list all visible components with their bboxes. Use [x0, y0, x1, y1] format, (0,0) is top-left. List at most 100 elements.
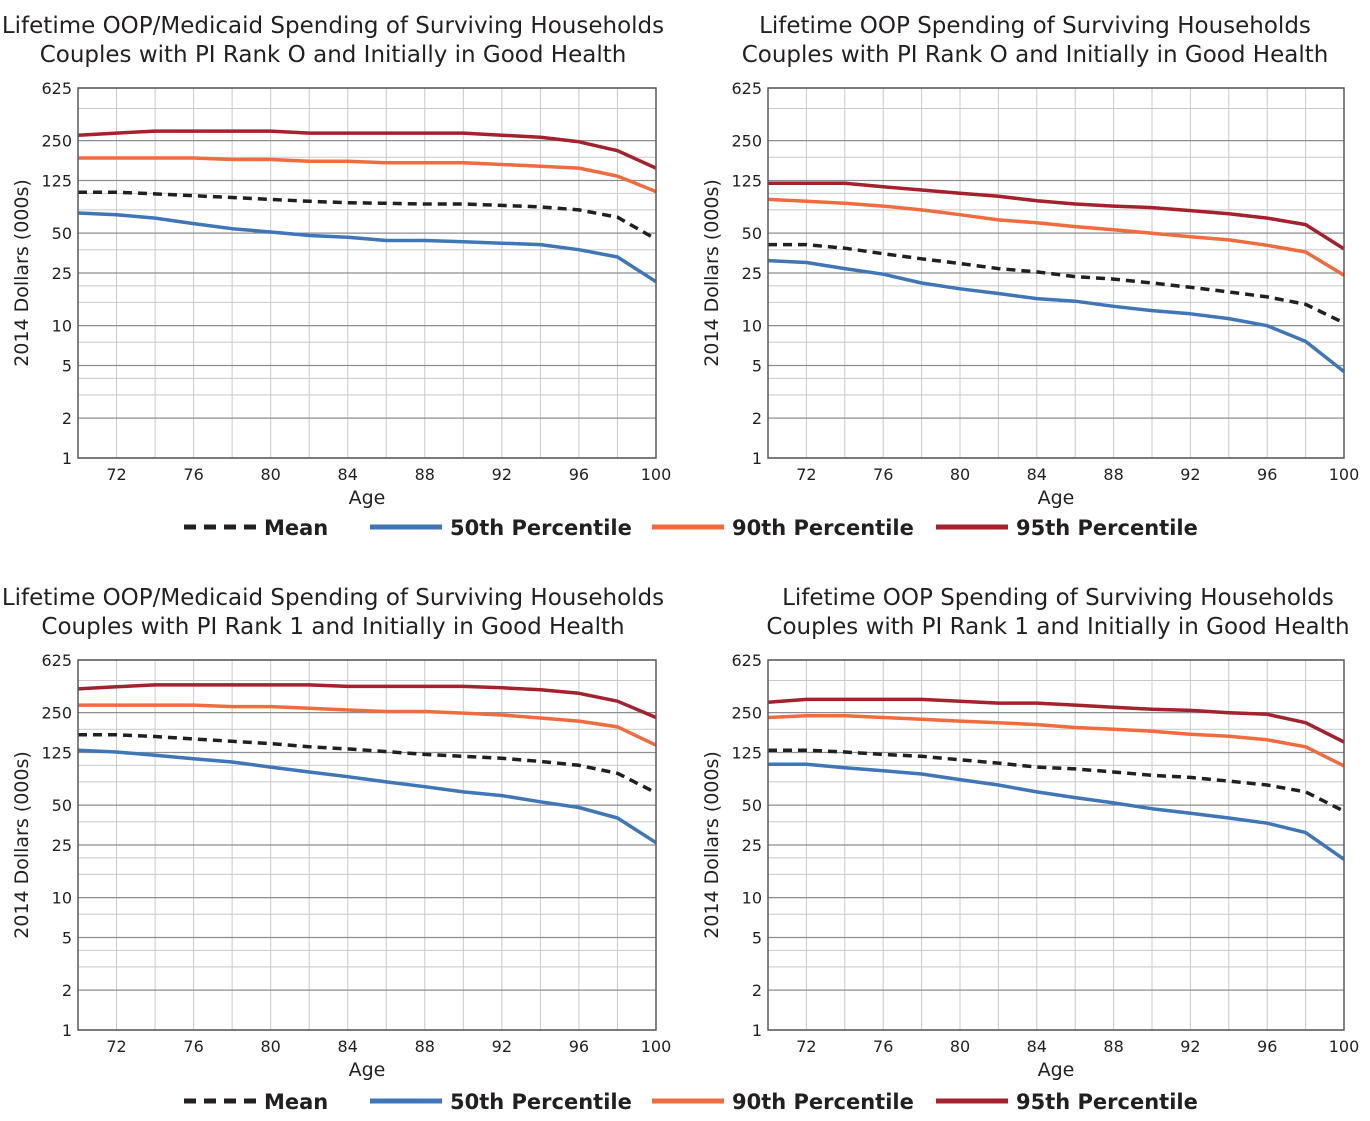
y-tick-label: 50: [742, 224, 762, 243]
x-tick-label: 76: [873, 465, 893, 484]
legend-label: 50th Percentile: [450, 516, 632, 540]
y-tick-label: 250: [731, 132, 762, 151]
y-tick-label: 1: [62, 449, 72, 468]
y-tick-label: 250: [731, 704, 762, 723]
series-line-mean: [768, 748, 1345, 813]
y-tick-label: 125: [731, 744, 762, 763]
series-line-95th-percentile: [767, 697, 1345, 744]
series-line-90th-percentile: [78, 156, 657, 194]
x-axis-label: Age: [349, 487, 386, 509]
x-tick-label: 84: [1027, 465, 1047, 484]
series-line-95th-percentile: [768, 181, 1345, 251]
x-tick-label: 80: [260, 465, 280, 484]
series-line-90th-percentile: [78, 703, 657, 747]
x-tick-label: 96: [1257, 465, 1277, 484]
x-tick-label: 92: [1180, 1037, 1200, 1056]
y-tick-label: 625: [731, 79, 762, 98]
legend-label: 90th Percentile: [732, 516, 914, 540]
chart-title: Couples with PI Rank 1 and Initially in …: [766, 614, 1349, 640]
chart-title: Lifetime OOP Spending of Surviving House…: [759, 13, 1311, 39]
plot-frame: [767, 659, 1345, 1031]
x-tick-label: 84: [338, 465, 358, 484]
chart-title: Couples with PI Rank 1 and Initially in …: [41, 614, 624, 640]
y-tick-label: 2: [62, 409, 72, 428]
y-tick-label: 10: [52, 317, 72, 336]
y-tick-label: 5: [752, 929, 762, 948]
series-line-mean: [768, 242, 1345, 325]
x-tick-label: 76: [873, 1037, 893, 1056]
legend-label: 50th Percentile: [450, 1090, 632, 1114]
y-tick-label: 25: [742, 264, 762, 283]
legend-label: 95th Percentile: [1016, 516, 1198, 540]
plot-frame: [77, 659, 657, 1031]
y-axis-label: 2014 Dollars (000s): [701, 179, 723, 367]
x-tick-label: 72: [796, 465, 816, 484]
y-tick-label: 1: [62, 1021, 72, 1040]
grid: [77, 87, 657, 459]
x-tick-label: 96: [569, 465, 589, 484]
legend-label: Mean: [264, 1090, 328, 1114]
y-axis-label: 2014 Dollars (000s): [11, 751, 33, 939]
y-tick-label: 25: [742, 836, 762, 855]
legend-label: Mean: [264, 516, 328, 540]
x-tick-label: 76: [183, 1037, 203, 1056]
x-tick-label: 100: [641, 1037, 672, 1056]
series-line-50th-percentile: [768, 762, 1345, 861]
y-tick-label: 5: [752, 357, 762, 376]
chart-title: Couples with PI Rank O and Initially in …: [742, 42, 1329, 68]
x-tick-label: 92: [1180, 465, 1200, 484]
series-line-95th-percentile: [77, 683, 657, 720]
y-tick-label: 10: [742, 889, 762, 908]
chart-title: Lifetime OOP/Medicaid Spending of Surviv…: [2, 585, 664, 611]
series-line-50th-percentile: [77, 748, 657, 845]
x-tick-label: 72: [106, 1037, 126, 1056]
x-tick-label: 96: [1257, 1037, 1277, 1056]
x-tick-label: 84: [338, 1037, 358, 1056]
plot-frame: [767, 87, 1345, 459]
chart-2: Lifetime OOP Spending of Surviving House…: [701, 13, 1359, 509]
x-tick-label: 92: [492, 1037, 512, 1056]
y-tick-label: 125: [731, 172, 762, 191]
x-tick-label: 100: [1329, 1037, 1360, 1056]
x-axis-label: Age: [1038, 1059, 1075, 1081]
y-tick-label: 625: [731, 651, 762, 670]
y-tick-label: 10: [742, 317, 762, 336]
chart-3: Lifetime OOP/Medicaid Spending of Surviv…: [2, 585, 671, 1081]
y-tick-label: 625: [41, 79, 72, 98]
series-line-50th-percentile: [77, 211, 657, 284]
legend: Mean 50th Percentile 90th Percentile 95th P…: [184, 1090, 1198, 1114]
x-tick-label: 76: [183, 465, 203, 484]
y-tick-label: 2: [62, 981, 72, 1000]
chart-title: Lifetime OOP/Medicaid Spending of Surviv…: [2, 13, 664, 39]
x-tick-label: 72: [796, 1037, 816, 1056]
series-line-mean: [78, 190, 657, 241]
x-tick-label: 80: [260, 1037, 280, 1056]
y-tick-label: 125: [41, 172, 72, 191]
grid: [77, 659, 657, 1031]
y-tick-label: 250: [41, 704, 72, 723]
y-axis-label: 2014 Dollars (000s): [701, 751, 723, 939]
x-tick-label: 72: [106, 465, 126, 484]
y-tick-label: 50: [52, 796, 72, 815]
x-tick-label: 88: [1103, 465, 1123, 484]
x-tick-label: 84: [1027, 1037, 1047, 1056]
y-tick-label: 1: [752, 1021, 762, 1040]
y-tick-label: 625: [41, 651, 72, 670]
y-axis-label: 2014 Dollars (000s): [11, 179, 33, 367]
chart-1: Lifetime OOP/Medicaid Spending of Surviv…: [2, 13, 671, 509]
x-axis-label: Age: [1038, 487, 1075, 509]
y-tick-label: 5: [62, 357, 72, 376]
y-tick-label: 250: [41, 132, 72, 151]
series-line-95th-percentile: [77, 129, 657, 170]
legend-label: 95th Percentile: [1016, 1090, 1198, 1114]
x-tick-label: 80: [950, 1037, 970, 1056]
y-tick-label: 125: [41, 744, 72, 763]
x-tick-label: 100: [641, 465, 672, 484]
y-tick-label: 10: [52, 889, 72, 908]
chart-title: Lifetime OOP Spending of Surviving House…: [782, 585, 1334, 611]
y-tick-label: 1: [752, 449, 762, 468]
chart-title: Couples with PI Rank O and Initially in …: [40, 42, 627, 68]
series-line-mean: [78, 733, 657, 795]
x-tick-label: 96: [569, 1037, 589, 1056]
